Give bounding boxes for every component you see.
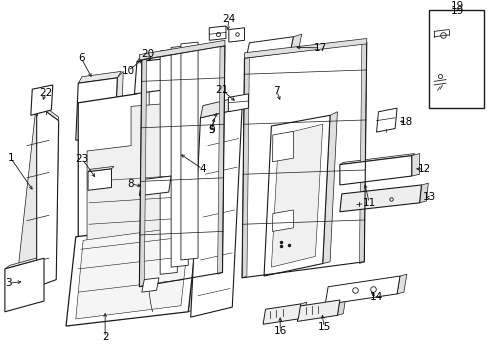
Polygon shape — [339, 185, 421, 212]
Text: 19: 19 — [449, 6, 463, 15]
Polygon shape — [246, 37, 293, 55]
Polygon shape — [228, 28, 244, 42]
Polygon shape — [272, 131, 293, 162]
Polygon shape — [78, 71, 121, 83]
Text: 13: 13 — [422, 193, 435, 202]
Polygon shape — [76, 226, 189, 319]
Polygon shape — [325, 276, 399, 305]
Polygon shape — [339, 153, 414, 165]
Polygon shape — [272, 210, 293, 231]
Polygon shape — [209, 26, 225, 40]
Polygon shape — [87, 103, 176, 247]
Text: 12: 12 — [417, 164, 430, 174]
Polygon shape — [171, 46, 188, 267]
Text: 22: 22 — [39, 88, 52, 98]
Polygon shape — [139, 57, 156, 289]
Polygon shape — [396, 274, 406, 294]
Polygon shape — [188, 219, 207, 312]
Polygon shape — [228, 94, 248, 112]
Polygon shape — [5, 258, 44, 312]
Text: 14: 14 — [369, 292, 383, 302]
Polygon shape — [181, 55, 186, 244]
Polygon shape — [115, 71, 123, 133]
Text: 3: 3 — [5, 278, 12, 288]
Text: 11: 11 — [362, 198, 375, 208]
Text: 2: 2 — [102, 333, 108, 342]
Text: 21: 21 — [214, 85, 228, 95]
Polygon shape — [78, 58, 183, 256]
Text: 8: 8 — [127, 179, 134, 189]
Text: 23: 23 — [75, 154, 89, 164]
Polygon shape — [139, 176, 171, 196]
Polygon shape — [190, 108, 242, 317]
Polygon shape — [376, 108, 396, 132]
Text: 5: 5 — [207, 125, 214, 135]
Text: 10: 10 — [122, 66, 134, 76]
Polygon shape — [411, 153, 419, 176]
Polygon shape — [139, 40, 224, 60]
Text: 19: 19 — [449, 1, 463, 11]
Polygon shape — [337, 298, 345, 315]
Polygon shape — [419, 183, 427, 203]
Polygon shape — [5, 255, 49, 269]
Polygon shape — [263, 304, 300, 324]
Text: 16: 16 — [273, 326, 286, 336]
Text: 17: 17 — [313, 43, 326, 53]
Text: 1: 1 — [7, 153, 14, 163]
Polygon shape — [139, 58, 146, 287]
Polygon shape — [271, 124, 322, 267]
Polygon shape — [88, 169, 111, 190]
Polygon shape — [322, 112, 337, 264]
Polygon shape — [339, 156, 411, 185]
Polygon shape — [244, 39, 366, 58]
Polygon shape — [31, 85, 53, 115]
Polygon shape — [297, 300, 339, 321]
FancyBboxPatch shape — [428, 10, 483, 108]
Text: 24: 24 — [222, 14, 235, 24]
Polygon shape — [142, 278, 159, 292]
Text: 7: 7 — [273, 86, 280, 96]
Polygon shape — [17, 101, 59, 283]
Polygon shape — [66, 222, 198, 326]
Polygon shape — [160, 49, 177, 274]
Text: 4: 4 — [199, 164, 205, 174]
Polygon shape — [298, 302, 306, 319]
Polygon shape — [217, 46, 224, 274]
Polygon shape — [242, 57, 249, 278]
Polygon shape — [134, 58, 171, 94]
Polygon shape — [200, 96, 244, 118]
Text: 6: 6 — [78, 53, 84, 63]
Polygon shape — [17, 105, 59, 294]
Polygon shape — [88, 166, 114, 172]
Polygon shape — [264, 115, 329, 276]
Polygon shape — [76, 78, 117, 140]
Text: 15: 15 — [317, 322, 330, 332]
Polygon shape — [359, 42, 366, 264]
Text: 9: 9 — [207, 125, 214, 135]
Polygon shape — [290, 34, 301, 49]
Text: 18: 18 — [399, 117, 413, 127]
Polygon shape — [149, 53, 166, 282]
Polygon shape — [181, 42, 198, 260]
Polygon shape — [137, 55, 173, 62]
Text: 20: 20 — [141, 49, 154, 59]
